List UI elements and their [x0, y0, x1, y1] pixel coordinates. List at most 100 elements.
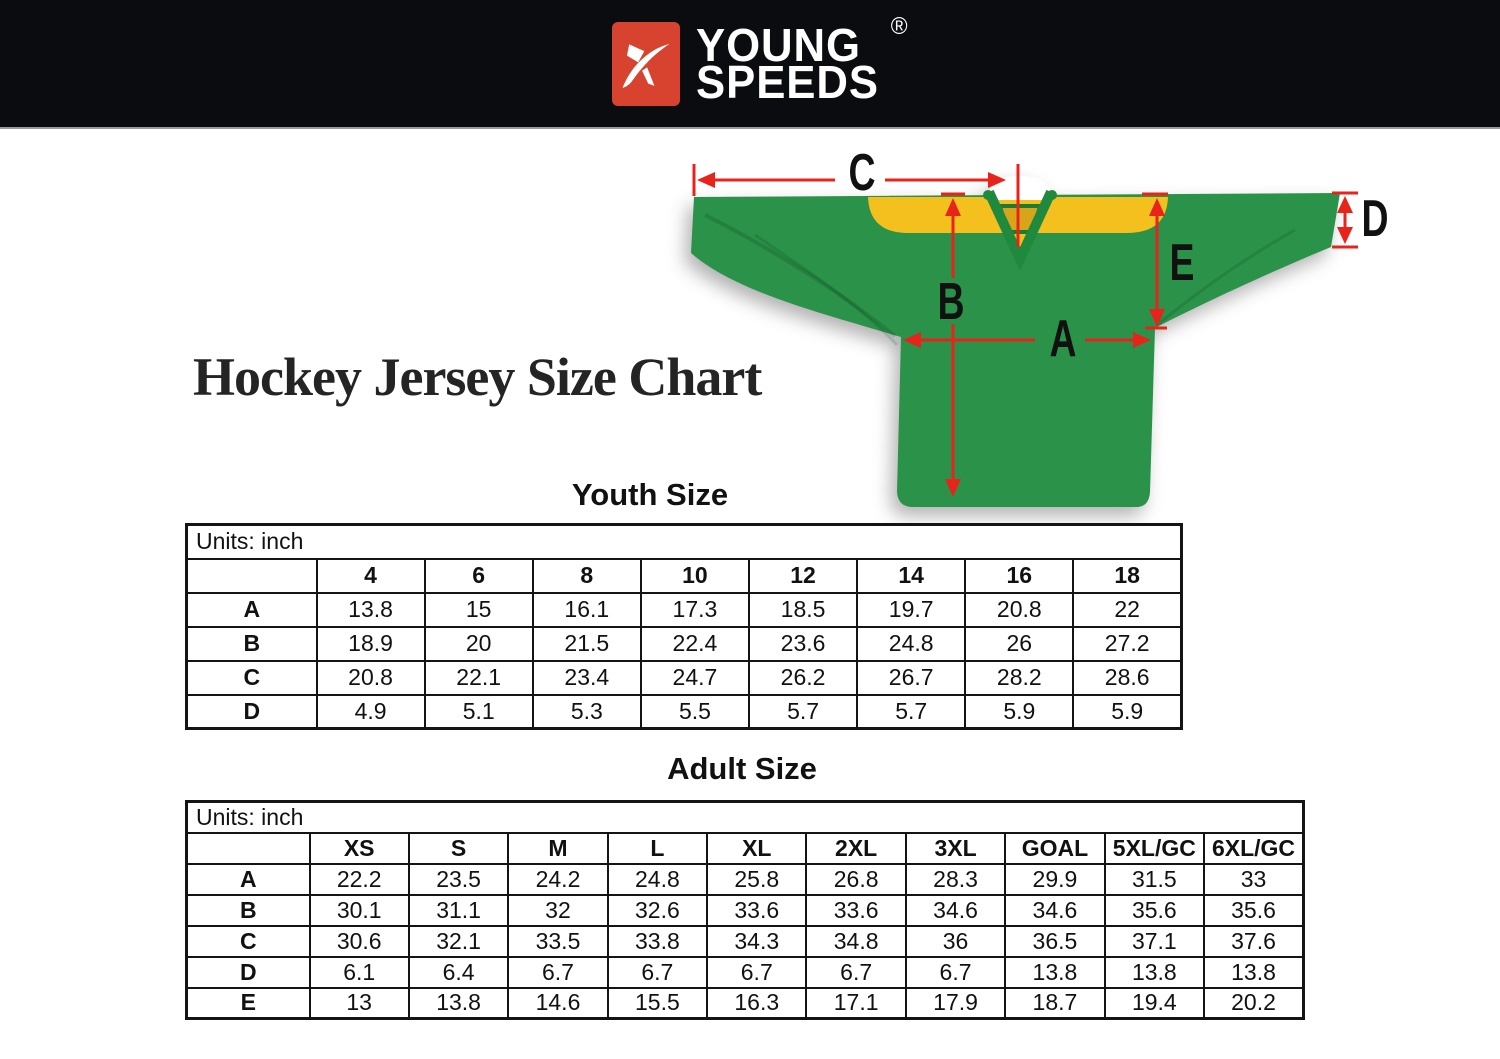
size-value-cell: 34.3	[706, 924, 808, 958]
size-value-cell: 22	[1072, 591, 1183, 628]
size-value-cell: 29.9	[1004, 862, 1106, 896]
measure-row-label: A	[185, 591, 318, 628]
header-bar: YOUNG SPEEDS ®	[0, 0, 1500, 129]
measurement-arrows: C B A E	[692, 143, 1389, 497]
jersey-collar	[984, 189, 1056, 271]
size-value-cell: 33.8	[606, 924, 709, 958]
measure-row: E 13 13.8 14.6 15.5 16.3 17.1 17.9 18.7 19.4 20.2	[185, 986, 1305, 1020]
youth-size-table: Units: inch 4 6 8 10 12 14 16 18 A 13.8 15 16.1 17.3 1…	[185, 523, 1183, 730]
size-header-row: 4 6 8 10 12 14 16 18	[185, 557, 1183, 594]
size-column-header: 5XL/GC	[1103, 831, 1206, 865]
size-column-header: 2XL	[805, 831, 907, 865]
size-value-cell: 15.5	[606, 986, 709, 1020]
size-value-cell: 24.7	[639, 659, 751, 696]
size-column-header: M	[507, 831, 609, 865]
size-value-cell: 34.6	[1004, 893, 1106, 927]
size-value-cell: 5.3	[531, 693, 642, 730]
measure-arrow-C: C	[692, 143, 1020, 247]
size-value-cell: 32	[507, 893, 609, 927]
size-value-cell: 22.1	[423, 659, 534, 696]
measure-row-label: C	[185, 924, 311, 958]
measure-row-label: E	[185, 986, 311, 1020]
size-value-cell: 28.2	[964, 659, 1075, 696]
measure-row: C 20.8 22.1 23.4 24.7 26.2 26.7 28.2 28.6	[185, 659, 1183, 696]
size-value-cell: 31.5	[1103, 862, 1206, 896]
measure-row: D 6.1 6.4 6.7 6.7 6.7 6.7 6.7 13.8 13.8 13.8	[185, 955, 1305, 989]
measure-row: C 30.6 32.1 33.5 33.8 34.3 34.8 36 36.5 37.1 37.6	[185, 924, 1305, 958]
size-value-cell: 35.6	[1103, 893, 1206, 927]
size-value-cell: 21.5	[531, 625, 642, 662]
size-value-cell: 16.3	[706, 986, 808, 1020]
size-value-cell: 22.4	[639, 625, 751, 662]
brand-logo-icon	[611, 21, 680, 106]
youth-size-heading: Youth Size	[571, 477, 729, 512]
size-value-cell: 17.9	[904, 986, 1007, 1020]
size-value-cell: 6.7	[606, 955, 709, 989]
jersey-illustration	[691, 176, 1340, 507]
size-value-cell: 13.8	[315, 591, 426, 628]
size-value-cell: 27.2	[1072, 625, 1183, 662]
size-value-cell: 13.8	[1103, 955, 1206, 989]
size-value-cell: 26.2	[747, 659, 859, 696]
size-value-cell: 5.9	[964, 693, 1075, 730]
size-value-cell: 14.6	[507, 986, 609, 1020]
size-value-cell: 17.1	[805, 986, 907, 1020]
size-value-cell: 37.6	[1203, 924, 1305, 958]
size-value-cell: 6.1	[308, 955, 410, 989]
size-value-cell: 34.6	[904, 893, 1007, 927]
size-value-cell: 28.3	[904, 862, 1007, 896]
brand-logo: YOUNG SPEEDS ®	[0, 0, 1500, 127]
size-column-header: S	[407, 831, 510, 865]
size-column-header: 3XL	[904, 831, 1007, 865]
size-value-cell: 33.5	[507, 924, 609, 958]
swoosh-icon	[622, 43, 670, 88]
size-value-cell: 19.4	[1103, 986, 1206, 1020]
measure-row: A 13.8 15 16.1 17.3 18.5 19.7 20.8 22	[185, 591, 1183, 628]
size-value-cell: 37.1	[1103, 924, 1206, 958]
size-value-cell: 5.1	[423, 693, 534, 730]
size-value-cell: 23.5	[407, 862, 510, 896]
adult-size-heading: Adult Size	[667, 751, 817, 786]
size-value-cell: 13.8	[1203, 955, 1305, 989]
size-value-cell: 20	[423, 625, 534, 662]
size-value-cell: 5.9	[1072, 693, 1183, 730]
size-value-cell: 13.8	[407, 986, 510, 1020]
measure-row-label: A	[185, 862, 311, 896]
measure-row: B 30.1 31.1 32 32.6 33.6 33.6 34.6 34.6 35.6 35.6	[185, 893, 1305, 927]
size-value-cell: 20.2	[1203, 986, 1305, 1020]
size-value-cell: 34.8	[805, 924, 907, 958]
size-value-cell: 6.7	[706, 955, 808, 989]
size-value-cell: 16.1	[531, 591, 642, 628]
jersey-body	[691, 193, 1340, 507]
size-value-cell: 26	[964, 625, 1075, 662]
measure-arrow-D: D	[1332, 189, 1389, 249]
registered-trademark: ®	[890, 12, 908, 40]
page-title: Hockey Jersey Size Chart	[193, 347, 762, 407]
size-column-header: XS	[308, 831, 410, 865]
corner-cell	[185, 557, 318, 594]
measure-label-D: D	[1361, 189, 1388, 248]
size-value-cell: 19.7	[856, 591, 967, 628]
measure-label-E: E	[1170, 233, 1195, 292]
measure-arrow-B: B	[937, 192, 965, 497]
measure-row: A 22.2 23.5 24.2 24.8 25.8 26.8 28.3 29.9 31.5 33	[185, 862, 1305, 896]
measure-label-B: B	[937, 272, 964, 331]
measure-row-label: D	[185, 693, 318, 730]
size-column-header: 6	[423, 557, 534, 594]
measure-row-label: B	[185, 625, 318, 662]
size-column-header: 18	[1072, 557, 1183, 594]
size-column-header: 16	[964, 557, 1075, 594]
size-value-cell: 22.2	[308, 862, 410, 896]
brand-name: YOUNG SPEEDS ®	[696, 13, 908, 105]
size-value-cell: 25.8	[706, 862, 808, 896]
size-column-header: 4	[315, 557, 426, 594]
size-value-cell: 33	[1203, 862, 1305, 896]
size-value-cell: 20.8	[964, 591, 1075, 628]
size-column-header: 14	[856, 557, 967, 594]
corner-cell	[185, 831, 311, 865]
size-column-header: 6XL/GC	[1203, 831, 1305, 865]
size-value-cell: 32.6	[606, 893, 709, 927]
size-value-cell: 6.4	[407, 955, 510, 989]
size-column-header: XL	[706, 831, 808, 865]
